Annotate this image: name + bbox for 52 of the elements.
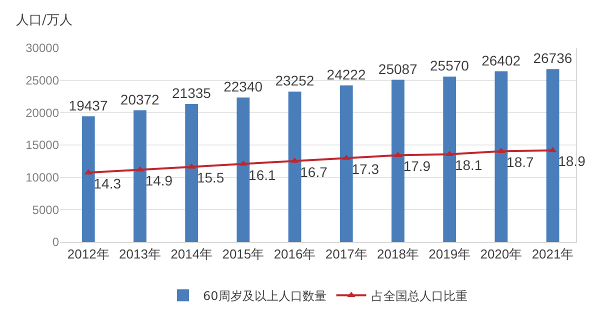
bar	[494, 71, 508, 242]
x-tick-label: 2019年	[428, 246, 471, 262]
bar	[82, 116, 95, 242]
legend-label: 60周岁及以上人口数量	[203, 288, 326, 303]
data-label: 23252	[275, 72, 314, 89]
x-tick-label: 2013年	[119, 246, 161, 262]
data-label: 24222	[326, 66, 366, 82]
data-label: 21335	[172, 85, 212, 102]
data-label: 26736	[533, 50, 572, 66]
y-axis-title: 人口/万人	[16, 13, 72, 28]
data-label: 18.9	[558, 153, 586, 170]
bar	[236, 98, 250, 242]
data-label: 19437	[68, 97, 108, 114]
bar	[134, 110, 146, 242]
data-label: 20372	[120, 91, 160, 108]
legend-label: 占全国总人口比重	[371, 288, 468, 303]
y-tick-label: 15000	[26, 138, 60, 152]
data-label: 14.9	[145, 172, 173, 189]
data-label: 16.7	[300, 164, 328, 180]
x-tick-label: 2017年	[325, 246, 368, 262]
bar	[185, 104, 198, 242]
data-label: 25087	[378, 60, 418, 77]
bar	[340, 85, 353, 242]
y-tick-label: 20000	[26, 106, 60, 120]
point	[548, 146, 557, 152]
data-label: 18.1	[454, 157, 482, 174]
point	[497, 148, 506, 154]
data-label: 16.1	[248, 166, 276, 183]
data-label: 17.9	[403, 158, 431, 174]
y-tick-label: 0	[52, 235, 60, 250]
bar	[392, 80, 404, 242]
x-tick-label: 2016年	[274, 246, 316, 262]
point	[188, 163, 196, 169]
data-label: 25570	[430, 58, 470, 74]
y-tick-label: 30000	[26, 41, 60, 56]
x-tick-label: 2014年	[170, 246, 213, 262]
bar	[546, 69, 560, 242]
y-tick-label: 25000	[26, 74, 60, 88]
x-tick-label: 2018年	[377, 246, 419, 262]
bar	[288, 92, 302, 242]
x-tick-label: 2020年	[480, 246, 522, 262]
y-tick-label: 10000	[26, 170, 60, 185]
data-label: 26402	[482, 52, 521, 68]
data-label: 18.7	[506, 154, 534, 170]
x-tick-label: 2021年	[532, 246, 574, 262]
data-label: 22340	[224, 78, 263, 95]
x-tick-label: 2015年	[222, 246, 264, 262]
point	[239, 160, 248, 166]
bar	[443, 76, 456, 242]
y-tick-label: 5000	[32, 202, 60, 217]
x-tick-label: 2012年	[67, 246, 110, 262]
data-label: 15.5	[196, 170, 224, 186]
